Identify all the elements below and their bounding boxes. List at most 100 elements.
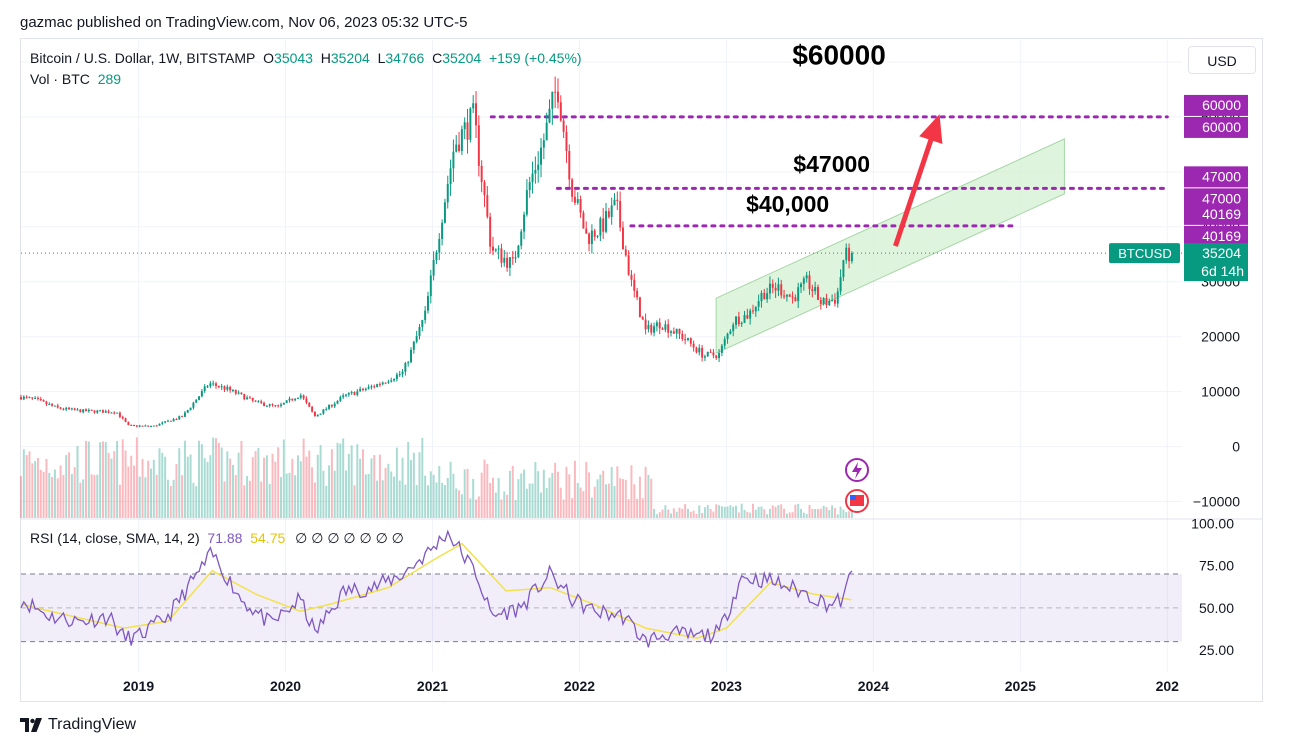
- volume-bar: [164, 456, 167, 518]
- currency-button[interactable]: USD: [1188, 46, 1256, 74]
- candle-body: [144, 425, 147, 427]
- volume-bar: [590, 497, 593, 518]
- volume-bar: [805, 513, 808, 518]
- candle-body: [166, 420, 169, 422]
- candle-body: [299, 395, 302, 398]
- volume-bar: [788, 512, 791, 518]
- candle-body: [638, 297, 641, 318]
- level-annotation: $60000: [792, 40, 885, 71]
- channel-area: [715, 138, 1065, 354]
- volume-bar: [209, 455, 212, 518]
- volume-bar: [723, 506, 726, 518]
- tradingview-logo[interactable]: TradingView: [20, 716, 136, 734]
- candle-body: [636, 290, 639, 298]
- volume-bar: [223, 481, 226, 518]
- candle-body: [647, 324, 650, 330]
- candle-body: [271, 404, 274, 406]
- candle-body: [780, 284, 783, 296]
- volume-bar: [316, 454, 319, 518]
- level-axis-tag: [1184, 166, 1248, 188]
- volume-bar: [494, 492, 497, 518]
- volume-bar: [463, 469, 466, 518]
- candle-body: [401, 371, 404, 375]
- rsi-tick-label: 25.00: [1199, 642, 1234, 658]
- candle-body: [68, 407, 71, 410]
- rsi-sma-line: [20, 542, 852, 639]
- candle-body: [576, 199, 579, 203]
- volume-bar: [265, 455, 268, 518]
- candle-body: [260, 401, 263, 403]
- volume-bar: [644, 466, 647, 518]
- candle-body: [703, 356, 706, 358]
- volume-value: 289: [97, 71, 122, 87]
- volume-bar: [85, 440, 87, 518]
- volume-bar: [559, 487, 562, 518]
- candle-body: [850, 253, 853, 262]
- candle-body: [147, 425, 150, 427]
- volume-bar: [51, 476, 54, 518]
- candle-body: [150, 426, 152, 428]
- candle-body: [124, 418, 127, 422]
- price-tick-label: −10000: [1193, 494, 1240, 510]
- volume-bar: [390, 471, 393, 518]
- candle-body: [20, 397, 22, 400]
- volume-bar: [268, 483, 271, 518]
- candle-body: [491, 246, 494, 251]
- symbol-tag-bg: [1109, 243, 1180, 264]
- candle-body: [774, 287, 777, 291]
- candle-body: [726, 333, 729, 340]
- candle-body: [175, 419, 178, 421]
- volume-bar: [791, 512, 794, 518]
- level-axis-label: 40169: [1202, 206, 1241, 222]
- volume-bar: [158, 448, 161, 518]
- candle-body: [565, 131, 568, 151]
- candle-body: [785, 294, 788, 297]
- volume-bar: [169, 486, 172, 518]
- volume-bar: [732, 506, 735, 518]
- candle-body: [621, 227, 624, 250]
- price-tick-label: 20000: [1201, 329, 1240, 345]
- candle-body: [624, 249, 627, 256]
- level-axis-label: 47000: [1202, 190, 1241, 206]
- candle-body: [483, 182, 486, 196]
- volume-bar: [689, 511, 692, 518]
- candle-body: [568, 150, 571, 180]
- candle-body: [229, 387, 232, 391]
- candle-body: [203, 386, 206, 392]
- candle-body: [686, 338, 689, 340]
- candle-body: [237, 392, 240, 394]
- volume-bar: [82, 479, 85, 518]
- candle-body: [839, 277, 842, 292]
- candle-body: [605, 211, 608, 232]
- volume-bar: [800, 508, 803, 518]
- candle-body: [503, 257, 506, 263]
- volume-bar: [641, 498, 644, 518]
- volume-bar: [155, 474, 158, 518]
- candle-body: [277, 405, 280, 407]
- candle-body: [212, 383, 215, 385]
- rsi-line: [20, 529, 853, 648]
- candle-body: [455, 144, 458, 152]
- candle-body: [330, 404, 333, 407]
- volume-bar: [305, 456, 308, 518]
- time-tick-label: 2022: [564, 678, 595, 694]
- candle-body: [508, 257, 511, 268]
- volume-label: Vol · BTC: [30, 71, 90, 87]
- volume-bar: [203, 458, 206, 518]
- volume-bar: [237, 452, 240, 518]
- volume-bar: [393, 476, 396, 518]
- tradingview-brand: TradingView: [48, 716, 137, 733]
- candle-body: [814, 287, 817, 292]
- volume-bar: [93, 475, 96, 518]
- candle-body: [452, 151, 455, 169]
- rsi-na-values: ∅ ∅ ∅ ∅ ∅ ∅ ∅: [295, 530, 404, 546]
- candle-body: [407, 362, 410, 364]
- candle-body: [42, 400, 45, 402]
- time-tick-label: 2021: [417, 678, 448, 694]
- volume-bar: [593, 486, 596, 518]
- candle-body: [559, 102, 562, 121]
- us-flag-canton: [850, 495, 856, 500]
- volume-bar: [181, 475, 184, 518]
- low-value: 34766: [385, 50, 425, 66]
